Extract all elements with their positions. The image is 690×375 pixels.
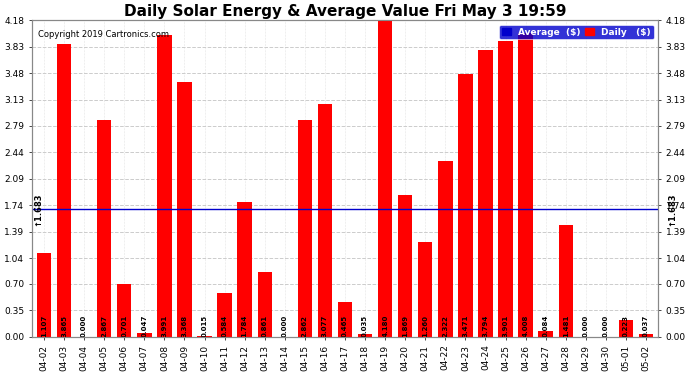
Text: 1.869: 1.869 bbox=[402, 315, 408, 337]
Text: 1.481: 1.481 bbox=[563, 314, 569, 337]
Bar bbox=[378, 20, 393, 337]
Text: 3.471: 3.471 bbox=[462, 314, 469, 337]
Text: 3.865: 3.865 bbox=[61, 315, 67, 337]
Text: 4.008: 4.008 bbox=[522, 314, 529, 337]
Text: 3.901: 3.901 bbox=[502, 314, 509, 337]
Text: 0.000: 0.000 bbox=[81, 314, 87, 337]
Text: Copyright 2019 Cartronics.com: Copyright 2019 Cartronics.com bbox=[38, 30, 169, 39]
Bar bbox=[418, 242, 433, 337]
Text: 2.862: 2.862 bbox=[302, 315, 308, 337]
Text: 0.000: 0.000 bbox=[603, 314, 609, 337]
Text: 3.368: 3.368 bbox=[181, 315, 188, 337]
Bar bbox=[639, 334, 653, 337]
Bar bbox=[518, 33, 533, 337]
Bar bbox=[438, 161, 453, 337]
Text: 1.784: 1.784 bbox=[241, 314, 248, 337]
Bar bbox=[37, 253, 51, 337]
Text: 0.084: 0.084 bbox=[543, 314, 549, 337]
Text: 0.223: 0.223 bbox=[623, 315, 629, 337]
Bar bbox=[538, 331, 553, 337]
Bar bbox=[117, 284, 132, 337]
Text: 1.107: 1.107 bbox=[41, 314, 47, 337]
Bar bbox=[57, 44, 71, 337]
Text: 0.465: 0.465 bbox=[342, 315, 348, 337]
Text: ↑1.683: ↑1.683 bbox=[33, 193, 42, 226]
Text: 0.861: 0.861 bbox=[262, 315, 268, 337]
Text: 0.584: 0.584 bbox=[221, 314, 228, 337]
Bar bbox=[237, 202, 252, 337]
Text: 4.180: 4.180 bbox=[382, 314, 388, 337]
Bar bbox=[137, 333, 152, 337]
Text: 0.701: 0.701 bbox=[121, 314, 127, 337]
Text: 0.000: 0.000 bbox=[583, 314, 589, 337]
Text: 0.047: 0.047 bbox=[141, 314, 147, 337]
Text: 2.867: 2.867 bbox=[101, 315, 107, 337]
Bar bbox=[478, 50, 493, 337]
Bar bbox=[197, 336, 212, 337]
Text: 3.794: 3.794 bbox=[482, 314, 489, 337]
Text: 0.035: 0.035 bbox=[362, 315, 368, 337]
Bar bbox=[358, 334, 373, 337]
Bar bbox=[297, 120, 312, 337]
Text: 3.077: 3.077 bbox=[322, 314, 328, 337]
Bar bbox=[317, 104, 332, 337]
Bar bbox=[338, 302, 352, 337]
Bar bbox=[97, 120, 111, 337]
Text: ↑1.683: ↑1.683 bbox=[667, 193, 676, 226]
Bar bbox=[558, 225, 573, 337]
Bar bbox=[217, 293, 232, 337]
Bar bbox=[458, 74, 473, 337]
Bar bbox=[498, 42, 513, 337]
Bar bbox=[177, 82, 192, 337]
Bar bbox=[619, 320, 633, 337]
Bar bbox=[157, 34, 172, 337]
Legend: Average  ($), Daily   ($): Average ($), Daily ($) bbox=[499, 25, 653, 39]
Text: 0.037: 0.037 bbox=[643, 314, 649, 337]
Text: 1.260: 1.260 bbox=[422, 315, 428, 337]
Title: Daily Solar Energy & Average Value Fri May 3 19:59: Daily Solar Energy & Average Value Fri M… bbox=[124, 4, 566, 19]
Bar bbox=[398, 195, 413, 337]
Bar bbox=[257, 272, 272, 337]
Text: 2.322: 2.322 bbox=[442, 315, 448, 337]
Text: 3.991: 3.991 bbox=[161, 314, 168, 337]
Text: 0.000: 0.000 bbox=[282, 314, 288, 337]
Text: 0.015: 0.015 bbox=[201, 315, 208, 337]
